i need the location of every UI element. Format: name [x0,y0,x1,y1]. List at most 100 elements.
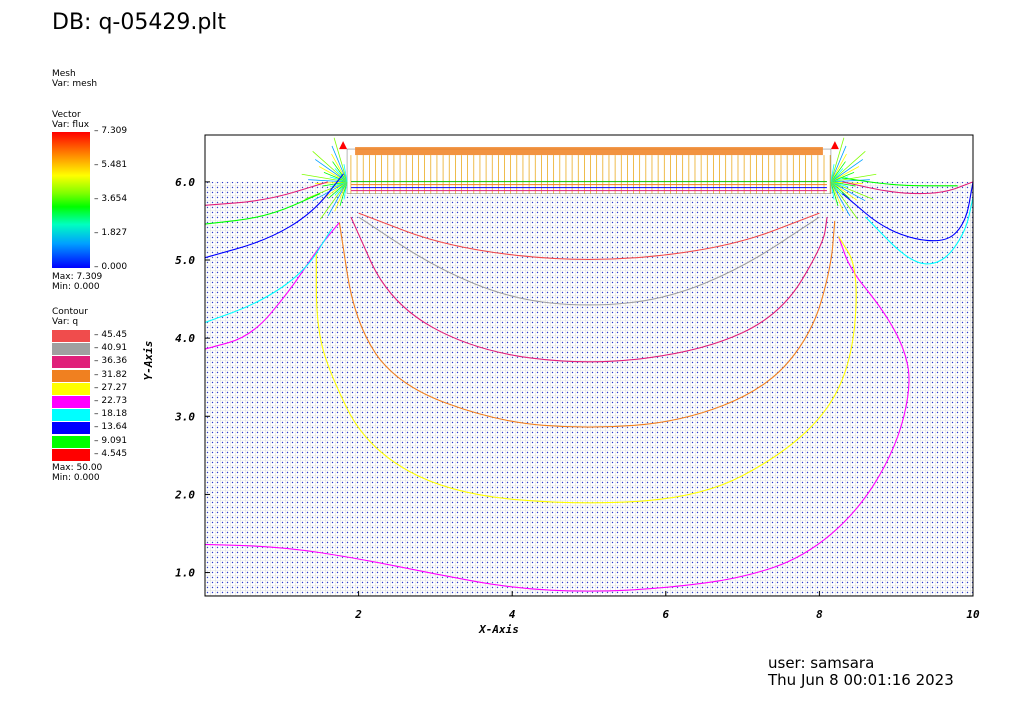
contour-line [204,181,329,206]
contour-swatch [52,435,90,448]
contour-line [350,216,828,363]
flux-vector [315,181,348,185]
contour-line [204,193,321,225]
flux-vector [830,181,844,212]
vector-tick-label: – 3.654 [94,194,128,204]
contour-swatch [52,448,90,461]
vector-tick-label: – 0.000 [94,262,128,272]
contour-line [358,212,820,260]
flux-vector [830,181,839,206]
vector-max: Max: 7.309 [52,272,103,282]
contour-line [338,220,836,428]
contour-level-label: – 22.73 [94,396,128,406]
contour-swatch [52,409,90,422]
y-tick-label: 3.0 [174,410,195,423]
flux-vector [339,181,348,206]
flux-vector [314,159,348,183]
contour-legend-name: Contour [52,307,88,317]
flux-vector [327,181,348,217]
user-label: user: samsara [768,654,875,672]
contour-range: Max: 50.00 Min: 0.000 [52,463,102,483]
contour-legend-var: Var: q [52,317,79,327]
x-tick-label: 8 [816,608,823,621]
contour-level-label: – 36.36 [94,356,128,367]
contour-level-label: – 40.91 [94,343,128,354]
vector-legend-var: Var: flux [52,120,90,130]
contour-line [842,181,974,242]
corner-arrow-right [830,141,839,150]
x-tick-label: 4 [509,608,516,621]
page-title: DB: q-05429.plt [52,10,227,35]
flux-vector [830,145,847,183]
vector-tick-label: – 7.309 [94,126,128,136]
mesh-legend-name: Mesh [52,69,76,79]
flux-vector [830,159,864,183]
contour-swatch [52,422,90,435]
contour-line [204,173,344,259]
flux-vector [830,181,851,217]
contour-level-label: – 9.091 [94,435,128,446]
flux-vector [318,166,348,183]
vector-tick-label: – 5.481 [94,160,128,170]
flux-vector [322,181,348,187]
contour-line [842,181,974,195]
flux-vector [830,181,858,201]
contour-swatch [52,369,90,382]
plot-frame [204,134,974,597]
flux-vector [830,181,874,200]
y-tick-label: 2.0 [174,488,195,501]
flux-vector [304,181,348,200]
contour-line [865,197,974,265]
flux-vector [830,161,846,183]
contour-level-label: – 13.64 [94,422,128,433]
vector-min: Min: 0.000 [52,282,100,292]
contour-level-label: – 27.27 [94,382,128,393]
flux-vector [830,181,866,202]
mesh-legend: Mesh Var: mesh [52,69,97,89]
flux-vector [830,151,866,183]
gate-structure [346,148,832,194]
flux-vector [830,173,877,183]
mesh-region [205,181,973,597]
flux-vector [323,171,348,183]
contour-swatch [52,396,90,408]
contour-max: Max: 50.00 [52,463,103,473]
corner-arrow-left [339,141,348,150]
contour-level-label: – 45.45 [94,330,128,340]
flux-vector [301,173,348,183]
contour-swatch [52,356,90,369]
flux-vector [343,164,348,182]
flux-vector [830,153,847,183]
contour-line [204,228,333,324]
contour-level-label: – 31.82 [94,369,128,380]
flux-vector [830,181,850,199]
contour-line [358,216,820,306]
flux-vector [830,137,845,182]
contour-legend: Contour Var: q [52,307,88,327]
flux-vector [830,179,870,183]
flux-vector [830,171,855,183]
contour-line [204,236,910,592]
x-tick-label: 10 [966,608,980,621]
flux-vector [830,164,835,182]
y-axis-label: Y-Axis [142,341,155,381]
flux-vector [308,179,348,183]
flux-vector [331,153,348,183]
vector-legend-name: Vector [52,110,81,120]
y-tick-label: 1.0 [175,567,195,580]
y-tick-label: 5.0 [175,254,195,267]
flux-vector [328,181,348,199]
x-axis-label: X-Axis [478,623,519,636]
flux-vector [319,181,348,220]
flux-vector [830,181,859,220]
contour-line [204,222,340,350]
flux-vector [830,181,856,187]
contour-swatch [52,343,90,356]
x-tick-label: 6 [662,608,669,621]
contour-line [842,177,958,187]
vector-legend: Vector Var: flux [52,110,89,130]
mesh-legend-var: Var: mesh [52,79,98,89]
y-tick-label: 4.0 [175,332,195,345]
vector-tick-label: – 1.827 [94,228,128,238]
